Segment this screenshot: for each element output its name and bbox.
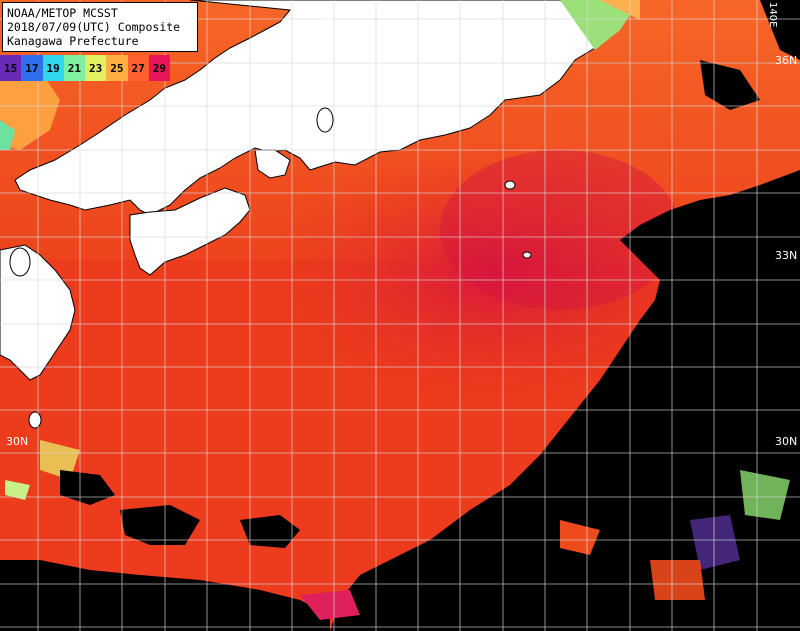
kyushu-land xyxy=(0,244,76,381)
title-line-sensor: NOAA/METOP MCSST xyxy=(7,6,118,20)
title-box: NOAA/METOP MCSST 2018/07/09(UTC) Composi… xyxy=(2,2,198,52)
legend-tick: 19 xyxy=(42,55,64,81)
lat-label-30n-right: 30N xyxy=(775,435,798,448)
island xyxy=(316,107,334,133)
island xyxy=(9,247,31,277)
title-line-date: 2018/07/09(UTC) Composite xyxy=(7,20,181,34)
lon-label-135e: 135E xyxy=(322,2,333,28)
lon-label-140e: 140E xyxy=(767,2,778,28)
sst-patches xyxy=(300,470,790,620)
izu-island xyxy=(504,180,516,190)
legend-tick: 21 xyxy=(63,55,85,81)
kuroshio-warm-core xyxy=(210,140,730,440)
lat-label-36n: 36N xyxy=(775,54,798,67)
land xyxy=(0,0,601,429)
legend-tick: 23 xyxy=(85,55,107,81)
warm-eddy xyxy=(440,150,680,310)
title-line-region: Kanagawa Prefecture xyxy=(7,34,139,48)
legend-tick: 25 xyxy=(106,55,128,81)
legend-tick: 27 xyxy=(127,55,149,81)
legend-tick: 15 xyxy=(0,55,22,81)
honshu-land xyxy=(14,0,601,216)
shikoku-land xyxy=(129,187,251,276)
lat-label-33n: 33N xyxy=(775,249,798,262)
legend-tick: 29 xyxy=(148,55,170,81)
izu-island xyxy=(522,251,532,259)
legend-tick: 17 xyxy=(21,55,43,81)
lat-label-30n-left: 30N xyxy=(6,435,29,448)
temperature-legend: 15 17 19 21 23 25 27 29 xyxy=(0,55,170,81)
island xyxy=(28,411,42,429)
